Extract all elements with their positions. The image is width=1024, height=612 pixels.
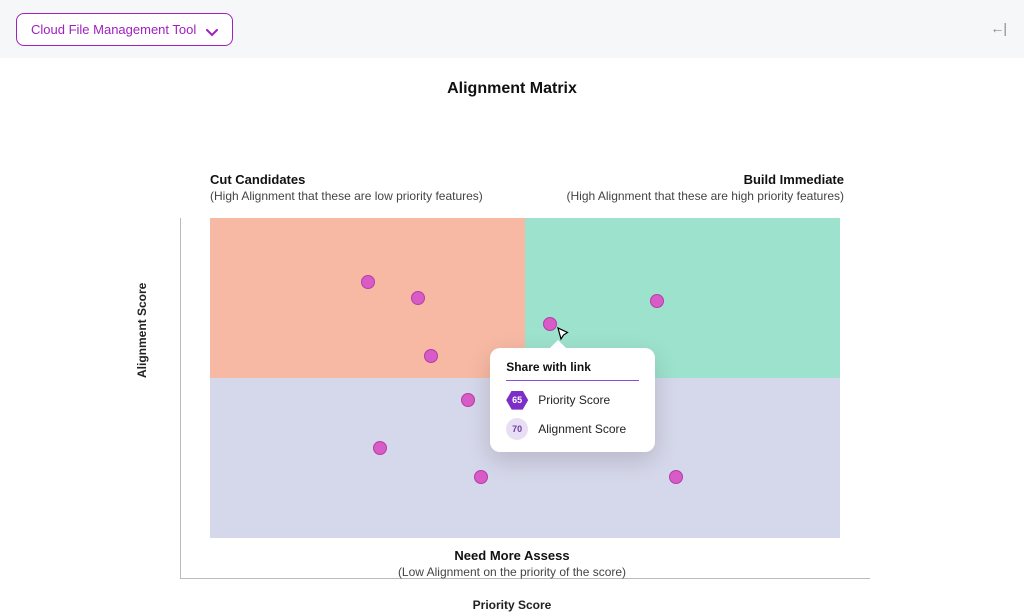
dropdown-label: Cloud File Management Tool [31,22,196,37]
data-point[interactable] [650,294,664,308]
chart-title: Alignment Matrix [0,80,1024,98]
data-point[interactable] [411,291,425,305]
priority-badge-icon: 65 [506,391,528,410]
collapse-panel-icon[interactable]: ←| [990,20,1006,36]
quadrant-b-title: Need More Assess [0,548,1024,563]
tooltip-title: Share with link [506,360,639,381]
scatter-matrix: Share with link 65 Priority Score 70 Alignme… [210,218,840,538]
data-point[interactable] [424,349,438,363]
priority-label: Priority Score [538,393,610,407]
quadrant-header-top-right: Build Immediate (High Alignment that the… [544,172,844,203]
project-select-dropdown[interactable]: Cloud File Management Tool [16,13,233,46]
y-axis-label: Alignment Score [135,283,149,378]
quadrant-tl-title: Cut Candidates [210,172,510,187]
quadrant-tr-title: Build Immediate [544,172,844,187]
data-point[interactable] [474,470,488,484]
point-tooltip: Share with link 65 Priority Score 70 Alignme… [490,348,655,452]
data-point[interactable] [669,470,683,484]
quadrant-tr-sub: (High Alignment that these are high prio… [544,189,844,203]
alignment-label: Alignment Score [538,422,626,436]
quadrant-top-left [210,218,525,378]
quadrant-header-bottom: Need More Assess (Low Alignment on the p… [0,548,1024,579]
chevron-down-icon [206,25,218,33]
y-axis-line [180,218,181,578]
data-point[interactable] [373,441,387,455]
quadrant-header-top-left: Cut Candidates (High Alignment that thes… [210,172,510,203]
quadrant-b-sub: (Low Alignment on the priority of the sc… [0,565,1024,579]
data-point[interactable] [543,317,557,331]
data-point[interactable] [361,275,375,289]
data-point[interactable] [461,393,475,407]
tooltip-row-alignment: 70 Alignment Score [506,418,639,440]
quadrant-tl-sub: (High Alignment that these are low prior… [210,189,510,203]
x-axis-label: Priority Score [0,598,1024,612]
alignment-badge-icon: 70 [506,418,528,440]
tooltip-row-priority: 65 Priority Score [506,391,639,410]
chart-area: Alignment Matrix Cut Candidates (High Al… [0,58,1024,579]
app-header: Cloud File Management Tool ←| [0,0,1024,58]
